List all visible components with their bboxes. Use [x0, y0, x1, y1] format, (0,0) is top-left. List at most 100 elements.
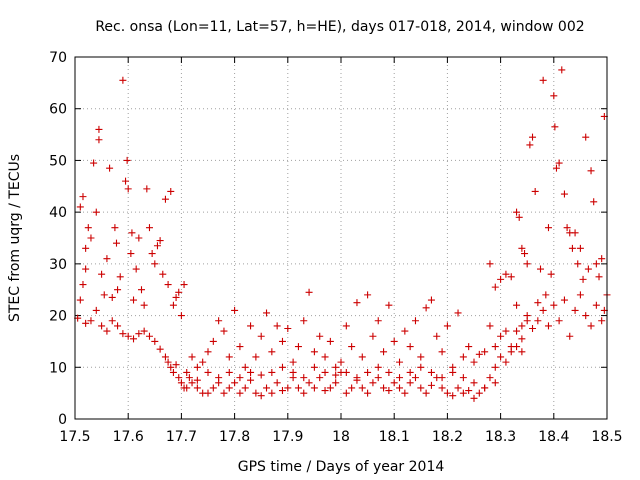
- data-point: [294, 384, 302, 392]
- data-point: [268, 389, 276, 397]
- data-point: [358, 384, 366, 392]
- data-point: [380, 348, 388, 356]
- data-point: [225, 368, 233, 376]
- data-point: [79, 193, 87, 201]
- data-point: [175, 374, 183, 382]
- data-point: [143, 185, 151, 193]
- data-point: [449, 392, 457, 400]
- data-point: [156, 237, 164, 245]
- data-point: [268, 368, 276, 376]
- data-point: [204, 368, 212, 376]
- x-tick-label: 17.7: [166, 429, 197, 445]
- data-point: [177, 379, 185, 387]
- data-point: [592, 260, 600, 268]
- data-point: [547, 270, 555, 278]
- data-point: [108, 317, 116, 325]
- data-point: [497, 332, 505, 340]
- data-point: [491, 343, 499, 351]
- data-point: [502, 327, 510, 335]
- data-point: [209, 337, 217, 345]
- data-point: [124, 185, 132, 193]
- data-point: [486, 374, 494, 382]
- data-point: [215, 317, 223, 325]
- data-point: [406, 343, 414, 351]
- x-tick-label: 18.5: [591, 429, 622, 445]
- data-point: [300, 374, 308, 382]
- data-point: [257, 371, 265, 379]
- data-point: [523, 312, 531, 320]
- data-point: [513, 301, 521, 309]
- data-point: [145, 332, 153, 340]
- data-point: [427, 368, 435, 376]
- data-point: [310, 348, 318, 356]
- data-point: [374, 317, 382, 325]
- data-point: [590, 198, 598, 206]
- data-point: [486, 260, 494, 268]
- data-point: [100, 291, 108, 299]
- data-point: [132, 265, 140, 273]
- data-point: [417, 353, 425, 361]
- data-point: [172, 293, 180, 301]
- data-point: [337, 358, 345, 366]
- data-point: [364, 389, 372, 397]
- data-point: [92, 208, 100, 216]
- data-point: [289, 368, 297, 376]
- y-tick-label: 70: [49, 50, 67, 66]
- data-point: [321, 368, 329, 376]
- data-point: [95, 136, 103, 144]
- data-point: [574, 260, 582, 268]
- data-point: [342, 368, 350, 376]
- data-point: [417, 363, 425, 371]
- data-point: [284, 325, 292, 332]
- data-point: [544, 224, 552, 232]
- data-point: [138, 286, 145, 294]
- x-tick-label: 18: [332, 429, 350, 445]
- data-point: [231, 379, 239, 387]
- data-point: [82, 265, 90, 273]
- data-point: [513, 327, 521, 335]
- data-point: [417, 384, 425, 392]
- data-point: [465, 343, 473, 351]
- data-point: [576, 291, 584, 299]
- data-point: [151, 260, 159, 268]
- data-point: [438, 348, 446, 356]
- data-point: [95, 125, 103, 133]
- x-axis-label: GPS time / Days of year 2014: [238, 459, 445, 475]
- data-point: [544, 322, 552, 330]
- data-point: [183, 368, 191, 376]
- data-point: [555, 159, 563, 167]
- data-point: [598, 317, 606, 325]
- data-point: [305, 379, 313, 387]
- data-point: [502, 270, 510, 278]
- data-point: [103, 255, 111, 263]
- data-point: [459, 389, 467, 397]
- data-point: [236, 374, 244, 382]
- data-point: [130, 296, 138, 304]
- data-point: [164, 281, 172, 289]
- data-point: [595, 273, 603, 281]
- data-point: [247, 368, 255, 376]
- data-point: [300, 317, 308, 325]
- data-point: [353, 299, 361, 307]
- data-point: [175, 288, 183, 296]
- data-point: [321, 353, 329, 361]
- data-point: [566, 332, 574, 340]
- data-point: [289, 358, 297, 366]
- data-point: [539, 306, 547, 314]
- data-point: [111, 224, 119, 232]
- data-point: [236, 389, 244, 397]
- data-point: [284, 384, 292, 392]
- data-point: [321, 387, 329, 395]
- data-point: [116, 273, 124, 281]
- data-point: [278, 363, 286, 371]
- data-point: [438, 374, 446, 382]
- data-point: [587, 167, 595, 175]
- data-point: [579, 275, 587, 283]
- data-point: [568, 244, 576, 252]
- data-point: [396, 358, 404, 366]
- data-point: [169, 368, 177, 376]
- data-point: [390, 337, 398, 345]
- data-point: [491, 379, 499, 387]
- data-point: [220, 389, 228, 397]
